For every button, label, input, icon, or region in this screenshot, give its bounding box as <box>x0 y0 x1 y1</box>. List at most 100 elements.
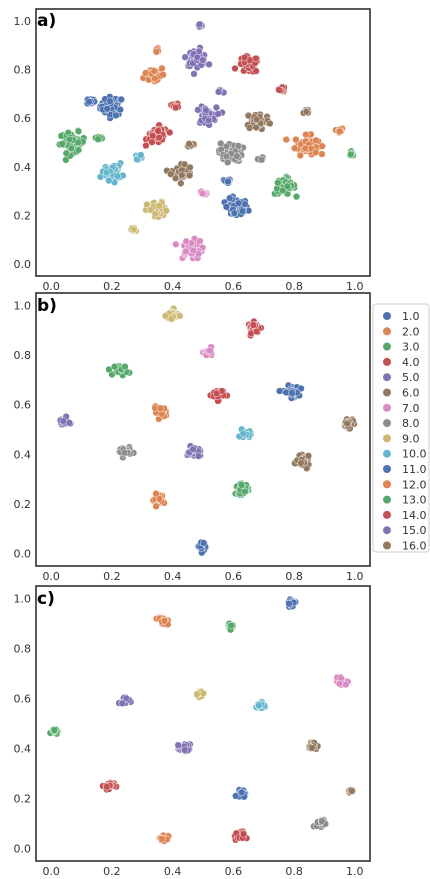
cluster-7-0 <box>199 343 216 359</box>
cluster-1-0 <box>220 192 253 219</box>
scatter-point <box>343 419 351 428</box>
y-tick-label: 1.0 <box>14 593 32 606</box>
scatter-point <box>137 151 145 159</box>
scatter-point <box>202 106 210 114</box>
legend-marker <box>383 541 391 550</box>
panel-c-label: c) <box>37 589 55 609</box>
scatter-point <box>292 135 300 144</box>
scatter-point <box>266 119 274 128</box>
cluster-6-0 <box>345 786 357 797</box>
scatter-point <box>230 209 239 217</box>
cluster-5-0 <box>195 20 206 31</box>
y-tick-label: 0.2 <box>14 793 32 806</box>
scatter-point <box>301 144 310 153</box>
scatter-point <box>222 152 231 161</box>
scatter-point <box>112 111 120 120</box>
scatter-point <box>234 142 243 150</box>
legend-marker <box>383 465 391 473</box>
cluster-4-0 <box>167 100 182 112</box>
legend-label: 1.0 <box>402 310 420 323</box>
cluster-2-0 <box>151 402 170 423</box>
scatter-point <box>257 156 266 164</box>
scatter-point <box>156 404 164 412</box>
y-tick-label: 0.6 <box>14 112 32 125</box>
cluster-6-0 <box>184 139 198 151</box>
scatter-point <box>152 48 161 56</box>
legend-frame <box>372 303 430 553</box>
legend-label: 16.0 <box>402 540 427 553</box>
x-tick-label: 0.2 <box>103 280 121 293</box>
scatter-point <box>74 138 82 147</box>
x-tick-label: 0.4 <box>164 865 182 878</box>
cluster-3-0 <box>105 362 133 379</box>
legend-marker <box>383 526 391 535</box>
scatter-point <box>167 170 175 178</box>
y-tick-label: 0.2 <box>14 209 32 222</box>
scatter-point <box>106 97 114 105</box>
scatter-point <box>199 539 208 547</box>
legend-marker <box>383 449 391 458</box>
cluster-5-0 <box>194 102 226 129</box>
x-tick-label: 0.6 <box>225 280 243 293</box>
scatter-point <box>117 95 125 104</box>
cluster-7-0 <box>197 187 211 198</box>
y-tick-label: 0.8 <box>14 643 32 656</box>
scatter-point <box>212 389 221 398</box>
scatter-point <box>253 115 261 124</box>
scatter-point <box>150 67 158 75</box>
x-tick-label: 0.4 <box>164 280 182 293</box>
x-tick-label: 0.2 <box>103 865 121 878</box>
scatter-point <box>241 487 249 496</box>
scatter-point <box>292 192 301 201</box>
cluster-3-0 <box>56 126 88 164</box>
y-tick-label: 0.6 <box>14 693 32 706</box>
scatter-point <box>103 783 111 791</box>
cluster-8-0 <box>115 443 138 462</box>
scatter-point <box>347 150 355 159</box>
scatter-point <box>245 124 254 132</box>
scatter-point <box>239 830 248 838</box>
scatter-point <box>182 247 190 255</box>
cluster-5-0 <box>174 740 194 755</box>
cluster-6-0 <box>341 415 358 433</box>
cluster-5-0 <box>214 86 228 97</box>
scatter-point <box>105 176 113 185</box>
scatter-point <box>283 182 291 190</box>
y-tick-label: 0.0 <box>14 548 32 561</box>
scatter-point <box>113 172 121 180</box>
cluster-4-0 <box>231 52 261 76</box>
cluster-2-0 <box>139 64 167 86</box>
scatter-point <box>155 495 164 503</box>
panel-c: 0.0 0.2 0.4 0.6 0.8 1.0 0.0 0.2 0.4 0.6 0.8 1.0 c) <box>14 585 371 878</box>
cluster-4-0 <box>142 121 174 150</box>
panel-a-label: a) <box>37 11 56 31</box>
panel-a: 0.0 0.2 0.4 0.6 0.8 1.0 0.0 0.2 0.4 0.6 0.8 1.0 a) <box>14 8 371 293</box>
legend-label: 2.0 <box>402 325 420 338</box>
scatter-point <box>152 489 160 498</box>
cluster-1-0 <box>232 786 249 801</box>
x-tick-label: 0.0 <box>42 865 60 878</box>
legend: 1.0 2.0 3.0 4.0 5.0 6.0 7.0 8.0 9.0 10.0 11.0 12.0 1… <box>372 303 430 553</box>
scatter-point <box>177 179 185 187</box>
y-tick-label: 0.4 <box>14 743 32 756</box>
cluster-8-0 <box>254 153 267 164</box>
scatter-point <box>162 207 170 215</box>
scatter-point <box>198 189 207 198</box>
legend-label: 6.0 <box>402 387 420 400</box>
scatter-point <box>275 387 284 395</box>
scatter-point <box>103 105 111 113</box>
scatter-point <box>342 680 350 689</box>
scatter-point <box>143 200 151 209</box>
x-tick-label: 0.8 <box>285 865 303 878</box>
cluster-2-0 <box>152 44 162 56</box>
scatter-point <box>214 88 223 96</box>
scatter-point <box>252 327 261 336</box>
scatter-point <box>172 103 180 112</box>
y-tick-label: 0.0 <box>14 258 32 271</box>
scatter-point <box>312 136 320 144</box>
scatter-point <box>167 315 175 323</box>
legend-label: 7.0 <box>402 402 420 415</box>
cluster-10-0 <box>132 151 146 164</box>
cluster-7-0 <box>333 673 352 689</box>
